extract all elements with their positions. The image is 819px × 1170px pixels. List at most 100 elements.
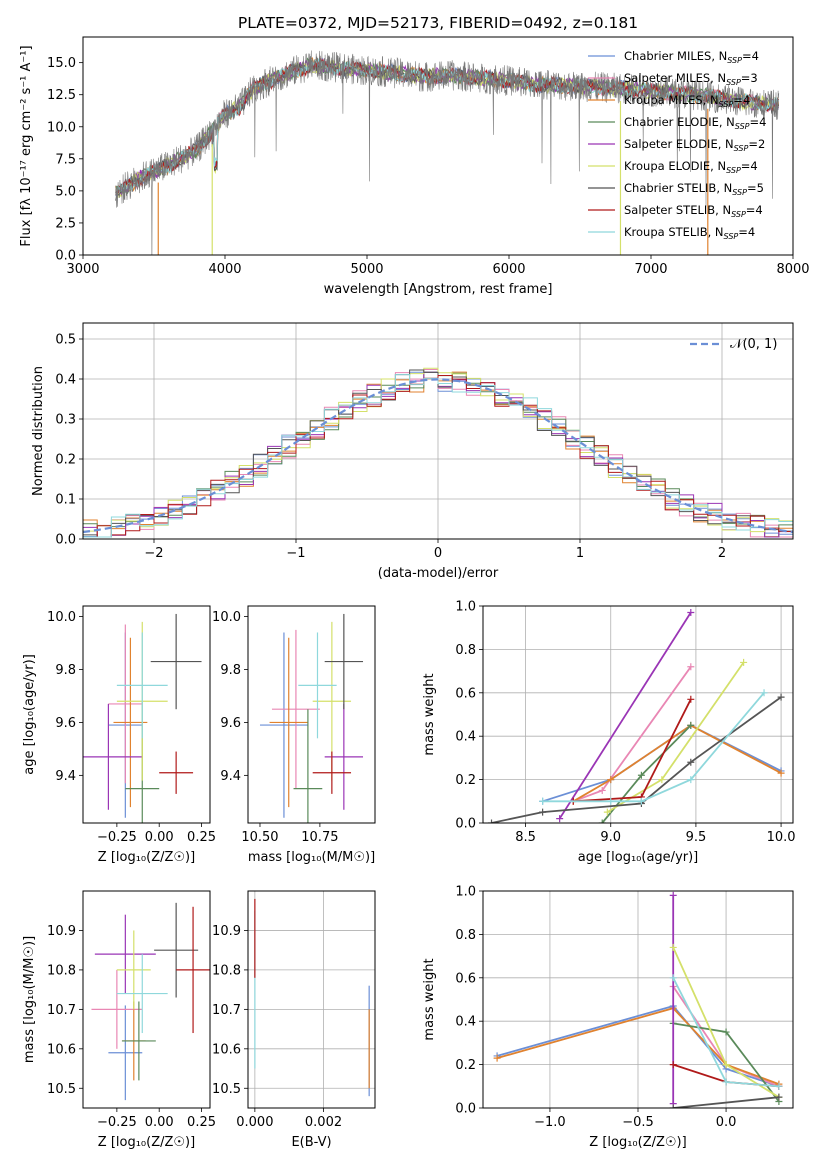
mass_vs_z-points <box>91 902 210 1101</box>
massweight_vs_age-xtick-label: 9.5 <box>686 830 707 845</box>
residuals-axes: −2 −1 0 1 2 0.0 0.1 0.2 0.3 0.4 0.5 (data-model)/er… <box>31 323 793 581</box>
massweight_vs_age-marker <box>687 758 695 766</box>
massweight_vs_z-marker <box>669 974 677 982</box>
massweight_vs_age-ylabel: mass weight <box>422 673 437 755</box>
massweight_vs_age-marker <box>607 776 615 784</box>
age_vs_z-ytick-label: 9.8 <box>55 663 76 678</box>
spectrum-ytick-label: 12.5 <box>47 88 76 103</box>
age_vs_z-xlabel: Z [log₁₀(Z/Z☉)] <box>98 850 195 865</box>
residuals-ylabel: Normed distribution <box>31 366 46 496</box>
massweight_vs_age-marker <box>687 695 695 703</box>
massweight_vs_age-marker <box>687 663 695 671</box>
residuals-gaussian <box>83 378 793 534</box>
massweight_vs_z-ytick-label: 0.4 <box>455 1015 476 1030</box>
spectrum-ytick-label: 7.5 <box>55 152 76 167</box>
massweight_vs_z-xlabel: Z [log₁₀(Z/Z☉)] <box>589 1135 686 1150</box>
massweight_vs_age-xtick-label: 9.0 <box>600 830 621 845</box>
massweight_vs_age-xtick-label: 10.0 <box>767 830 796 845</box>
massweight_vs_z-marker <box>722 1061 730 1069</box>
massweight_vs_age-ytick-label: 0.4 <box>455 730 476 745</box>
spectrum-observed-line <box>115 50 780 255</box>
residuals-ytick-label: 0.0 <box>55 533 76 548</box>
mass_vs_ebv-points <box>254 898 370 1097</box>
age_vs_mass-ytick-label: 9.8 <box>220 663 241 678</box>
spectrum-xtick-label: 5000 <box>350 262 383 277</box>
residuals-xtick-label: 2 <box>718 546 726 561</box>
spectrum-legend: Chabrier MILES, NSSP=4 Salpeter MILES, NS… <box>588 49 766 241</box>
mass_vs_z-xtick-label: 0.25 <box>187 1115 216 1130</box>
residuals-legend: 𝒩(0, 1) <box>690 337 777 352</box>
legend-label: Chabrier MILES, NSSP=4 <box>624 49 759 65</box>
age_vs_z-ytick-label: 9.4 <box>55 769 76 784</box>
massweight_vs_age-marker <box>637 771 645 779</box>
massweight_vs_age-frame <box>482 605 794 824</box>
spectrum-frame <box>82 36 794 256</box>
mass_vs_z-ytick-label: 10.7 <box>47 1003 76 1018</box>
age_vs_z-ytick-label: 9.6 <box>55 716 76 731</box>
spectrum-title: PLATE=0372, MJD=52173, FIBERID=0492, z=0… <box>238 14 638 32</box>
mass_vs_ebv-ytick-label: 10.5 <box>212 1082 241 1097</box>
mass_vs_ebv-xlabel: E(B-V) <box>291 1135 331 1150</box>
mass_vs_ebv-ytick-label: 10.9 <box>212 924 241 939</box>
residuals-xtick-label: −2 <box>144 546 163 561</box>
legend-label: Kroupa MILES, NSSP=4 <box>624 93 750 109</box>
massweight_vs_z-axes: −1.0 −0.5 0.0 0.0 0.2 0.4 0.6 0.8 1.0 Z [log₁₀(Z/… <box>422 885 793 1150</box>
massweight_vs_age-ytick-label: 1.0 <box>455 600 476 615</box>
age_vs_mass-xlabel: mass [log₁₀(M/M☉)] <box>248 850 375 865</box>
massweight_vs_z-marker <box>669 1104 677 1108</box>
massweight_vs_age-marker <box>760 689 768 697</box>
age_vs_mass-frame <box>247 605 376 824</box>
massweight_vs_z-marker <box>669 891 677 899</box>
massweight_vs_z-ytick-label: 1.0 <box>455 885 476 900</box>
age_vs_z-xtick-label: 0.00 <box>145 830 174 845</box>
massweight_vs_z-marker <box>722 1078 730 1086</box>
massweight_vs_age-marker <box>777 769 785 777</box>
massweight_vs_age-marker <box>637 797 645 805</box>
massweight_vs_age-marker <box>687 609 695 617</box>
legend-label: Kroupa ELODIE, NSSP=4 <box>624 159 758 175</box>
massweight_vs_age-marker <box>539 797 547 805</box>
mass_vs_z-frame <box>82 890 211 1109</box>
massweight_vs_age-marker <box>607 797 615 805</box>
legend-label: Salpeter MILES, NSSP=3 <box>624 71 758 87</box>
massweight_vs_z-ylabel: mass weight <box>422 958 437 1040</box>
residuals-frame <box>82 322 794 540</box>
massweight_vs_age-axes: 8.5 9.0 9.5 10.0 0.0 0.2 0.4 0.6 0.8 1.0 age [log₁… <box>422 600 796 866</box>
mass_vs_z-ytick-label: 10.8 <box>47 963 76 978</box>
massweight_vs_z-marker <box>493 1054 501 1062</box>
massweight_vs_age-marker <box>603 808 611 816</box>
age_vs_z-ylabel: age [log₁₀(age/yr)] <box>22 654 37 775</box>
spectrum-xtick-label: 4000 <box>208 262 241 277</box>
legend-label: 𝒩(0, 1) <box>730 337 777 352</box>
mass_vs_ebv-xtick-label: 0.002 <box>305 1115 342 1130</box>
spectrum-ytick-label: 2.5 <box>55 216 76 231</box>
mass_vs_z-xlabel: Z [log₁₀(Z/Z☉)] <box>98 1135 195 1150</box>
residuals-ytick-label: 0.5 <box>55 333 76 348</box>
mass_vs_z-xtick-label: −0.25 <box>97 1115 137 1130</box>
mass_vs_z-ylabel: mass [log₁₀(M/M☉)] <box>22 936 37 1063</box>
age_vs_mass-points <box>259 613 364 823</box>
massweight_vs_age-lines <box>488 609 785 823</box>
mass_vs_ebv-xtick-label: 0.000 <box>236 1115 273 1130</box>
massweight_vs_age-marker <box>539 808 547 816</box>
mass_vs_z-ytick-label: 10.5 <box>47 1082 76 1097</box>
massweight_vs_z-series-line <box>496 1007 780 1085</box>
age_vs_mass-ytick-label: 10.0 <box>212 610 241 625</box>
massweight_vs_z-marker <box>669 1061 677 1069</box>
age_vs_z-frame <box>82 605 211 824</box>
mass_vs_z-ytick-label: 10.6 <box>47 1042 76 1057</box>
massweight_vs_z-series-line <box>673 1096 779 1108</box>
massweight_vs_z-ytick-label: 0.6 <box>455 971 476 986</box>
spectrum-xtick-label: 7000 <box>634 262 667 277</box>
massweight_vs_age-marker <box>488 819 496 823</box>
residuals-ytick-label: 0.1 <box>55 493 76 508</box>
spectrum-ytick-label: 0.0 <box>55 249 76 264</box>
legend-label: Kroupa STELIB, NSSP=4 <box>624 225 755 241</box>
legend-label: Salpeter ELODIE, NSSP=2 <box>624 137 765 153</box>
spectrum-xtick-label: 3000 <box>66 262 99 277</box>
mass_vs_z-xtick-label: 0.00 <box>145 1115 174 1130</box>
massweight_vs_z-ytick-label: 0.8 <box>455 928 476 943</box>
residuals-xtick-label: 1 <box>576 546 584 561</box>
massweight_vs_z-ytick-label: 0.2 <box>455 1058 476 1073</box>
mass_vs_ebv-axes: 0.000 0.002 10.5 10.6 10.7 10.8 10.9 E(B-V) <box>212 891 375 1150</box>
